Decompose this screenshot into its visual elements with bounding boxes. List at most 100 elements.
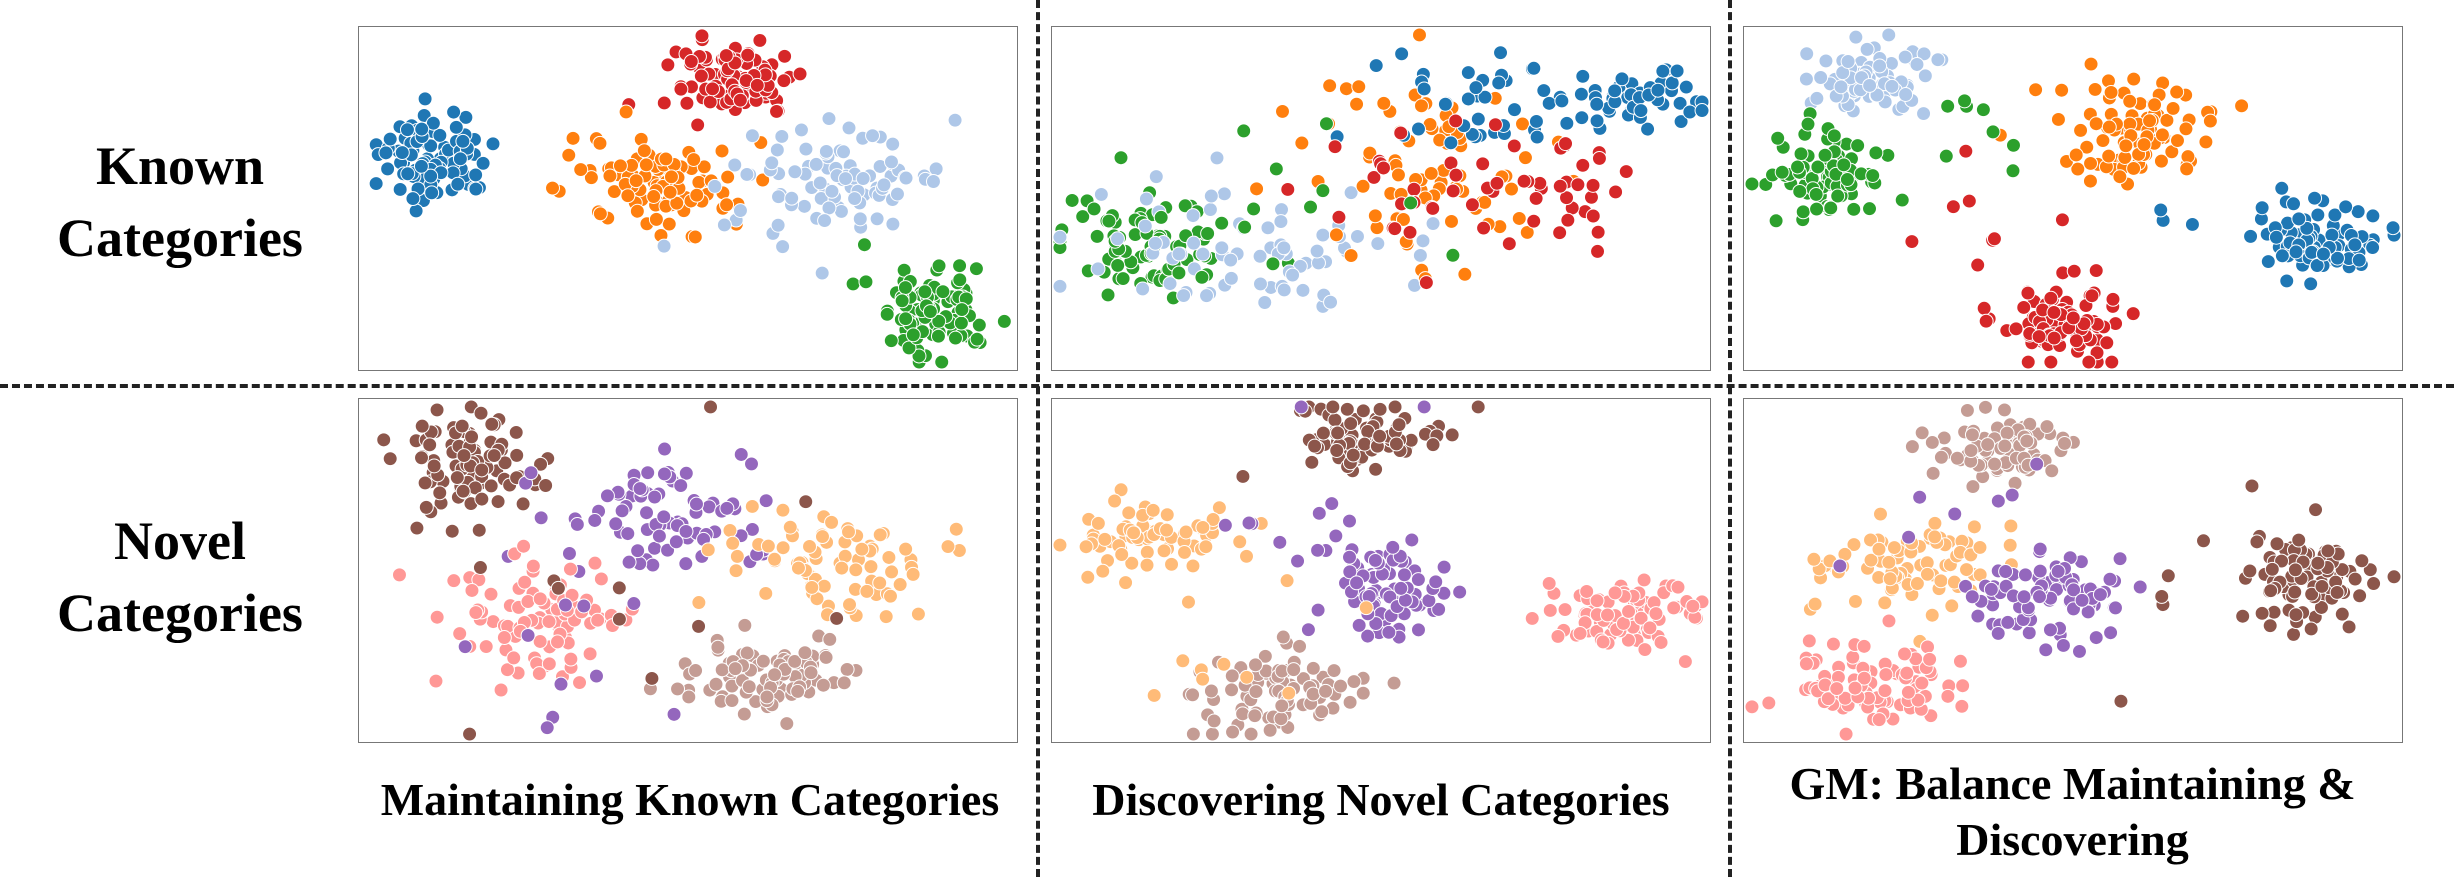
- scatter-point-novel-brown: [2308, 502, 2324, 518]
- scatter-point-known-lightblue: [1425, 216, 1441, 232]
- scatter-point-novel-taupe: [1355, 685, 1371, 701]
- scatter-point-known-orange: [691, 174, 707, 190]
- scatter-point-novel-brown: [1343, 416, 1359, 432]
- scatter-point-novel-peach: [1113, 482, 1129, 498]
- scatter-point-known-orange: [2234, 98, 2250, 114]
- scatter-point-novel-taupe: [1243, 726, 1259, 742]
- scatter-point-known-blue: [452, 151, 468, 167]
- scatter-point-known-green: [917, 284, 933, 300]
- scatter-point-novel-peach: [1195, 519, 1211, 535]
- scatter-point-novel-taupe: [1342, 694, 1358, 710]
- scatter-point-known-lightblue: [771, 189, 787, 205]
- scatter-point-known-blue: [2385, 220, 2401, 236]
- scatter-point-novel-peach: [948, 521, 964, 537]
- scatter-point-novel-pink: [520, 594, 536, 609]
- scatter-point-novel-pink: [428, 673, 444, 689]
- scatter-point-novel-brown: [2347, 571, 2363, 587]
- scatter-point-novel-taupe: [737, 617, 753, 633]
- scatter-point-novel-peach: [1281, 685, 1297, 701]
- scatter-point-known-red: [769, 103, 785, 119]
- scatter-point-novel-taupe: [797, 645, 813, 661]
- scatter-point-known-red: [2068, 333, 2084, 349]
- scatter-point-known-red: [1591, 150, 1607, 166]
- scatter-point-novel-peach: [1846, 537, 1862, 553]
- scatter-point-novel-purple: [1990, 625, 2006, 641]
- scatter-point-novel-purple: [673, 478, 689, 494]
- scatter-point-novel-pink: [1589, 593, 1605, 609]
- scatter-point-known-lightblue: [821, 111, 837, 127]
- scatter-point-novel-brown: [454, 418, 470, 434]
- scatter-point-novel-pink: [1620, 632, 1636, 648]
- scatter-point-known-green: [971, 317, 987, 333]
- scatter-point-known-lightblue: [1199, 288, 1215, 304]
- scatter-point-novel-purple: [2021, 625, 2037, 641]
- scatter-point-known-red: [1487, 117, 1503, 133]
- scatter-point-known-green: [1194, 269, 1210, 285]
- scatter-point-known-green: [1809, 201, 1825, 217]
- scatter-point-known-blue: [368, 176, 384, 192]
- scatter-point-novel-taupe: [818, 649, 834, 665]
- scatter-point-novel-pink: [1801, 633, 1817, 649]
- scatter-point-known-blue: [2286, 196, 2302, 212]
- scatter-point-known-orange: [1517, 150, 1533, 166]
- scatter-point-known-lightblue: [1818, 53, 1834, 69]
- scatter-point-known-red: [673, 81, 689, 97]
- scatter-point-novel-taupe: [688, 663, 704, 678]
- scatter-point-novel-taupe: [1235, 706, 1251, 722]
- scatter-point-novel-peach: [816, 578, 832, 594]
- scatter-point-known-red: [1559, 190, 1575, 206]
- scatter-point-novel-purple: [2107, 600, 2123, 616]
- scatter-point-known-red: [1366, 169, 1382, 185]
- scatter-point-known-orange: [1444, 214, 1459, 229]
- scatter-point-known-red: [2088, 263, 2104, 279]
- scatter-point-known-green: [930, 328, 946, 344]
- scatter-point-known-green: [1800, 116, 1816, 132]
- scatter-point-known-lightblue: [869, 211, 885, 227]
- scatter-point-known-orange: [2170, 133, 2185, 148]
- scatter-point-known-green: [1101, 213, 1117, 229]
- scatter-point-novel-taupe: [741, 679, 757, 695]
- scatter-point-known-orange: [2178, 121, 2194, 137]
- scatter-point-novel-brown: [2262, 618, 2278, 634]
- scatter-point-novel-pink: [1877, 683, 1893, 699]
- scatter-point-known-orange: [2073, 122, 2089, 138]
- scatter-point-novel-brown: [2269, 536, 2285, 552]
- scatter-point-novel-pink: [1761, 695, 1777, 711]
- scatter-point-known-red: [2043, 354, 2059, 370]
- scatter-point-novel-purple: [632, 481, 648, 497]
- scatter-point-known-red: [1590, 224, 1606, 240]
- scatter-point-known-lightblue: [769, 142, 785, 158]
- scatter-point-novel-taupe: [2044, 463, 2060, 479]
- scatter-point-known-orange: [2126, 161, 2142, 176]
- scatter-point-known-blue: [1507, 102, 1522, 118]
- scatter-point-novel-peach: [1052, 537, 1068, 553]
- scatter-point-novel-peach: [1279, 573, 1295, 589]
- scatter-point-known-lightblue: [1252, 248, 1268, 264]
- scatter-point-known-green: [953, 315, 969, 331]
- scatter-point-known-lightblue: [1135, 281, 1151, 297]
- scatter-point-novel-pink: [572, 675, 588, 691]
- scatter-point-known-lightblue: [855, 171, 871, 186]
- scatter-point-known-lightblue: [821, 200, 837, 216]
- scatter-point-novel-peach: [898, 541, 914, 557]
- scatter-point-known-red: [2081, 354, 2097, 370]
- scatter-point-novel-purple: [2032, 589, 2047, 605]
- scatter-point-known-blue: [2274, 248, 2290, 264]
- scatter-point-known-blue: [1437, 96, 1453, 112]
- scatter-point-known-green: [968, 261, 984, 277]
- scatter-point-novel-brown: [1372, 401, 1388, 417]
- scatter-point-known-lightblue: [885, 136, 901, 152]
- scatter-point-known-blue: [1468, 80, 1484, 96]
- scatter-point-novel-peach: [1146, 688, 1162, 703]
- scatter-point-known-green: [1836, 157, 1852, 173]
- scatter-point-known-orange: [2083, 56, 2099, 72]
- scatter-point-novel-peach: [848, 562, 864, 578]
- scatter-point-known-red: [679, 95, 695, 111]
- scatter-point-novel-purple: [1367, 553, 1383, 568]
- scatter-point-novel-taupe: [1225, 724, 1241, 740]
- scatter-point-novel-pink: [1550, 628, 1566, 644]
- scatter-point-known-red: [2046, 304, 2062, 320]
- scatter-point-known-blue: [2338, 199, 2354, 215]
- scatter-point-known-lightblue: [1147, 235, 1163, 251]
- scatter-point-novel-peach: [1358, 600, 1374, 616]
